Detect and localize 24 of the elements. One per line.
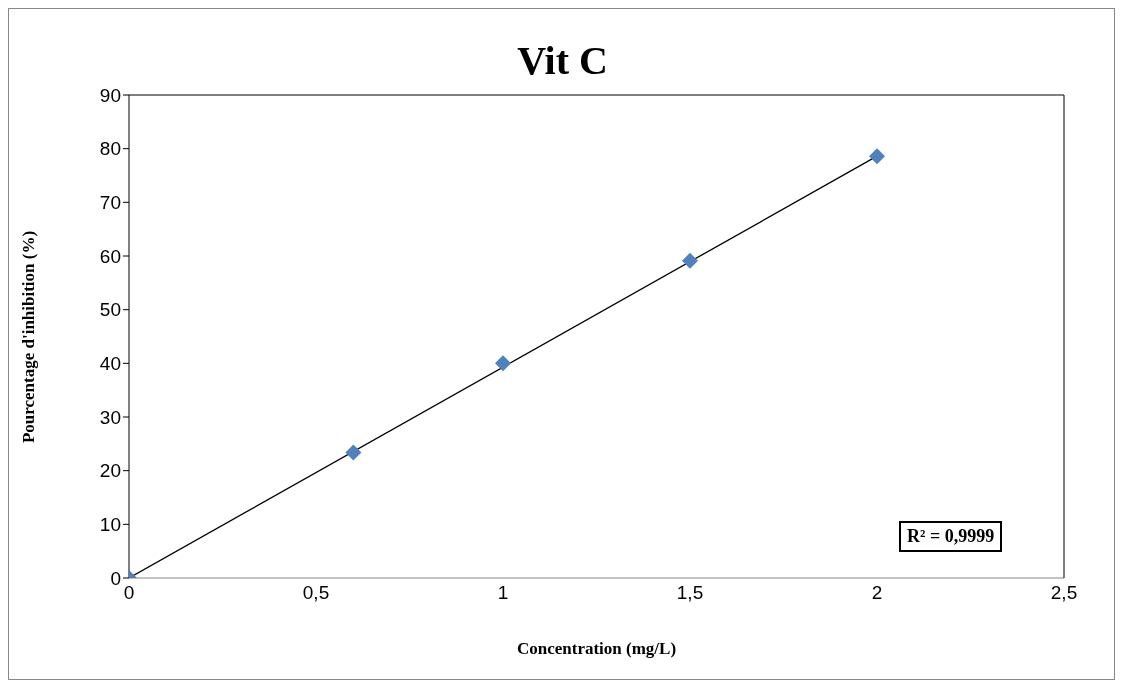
y-tick-label: 20	[99, 460, 121, 482]
point	[495, 355, 511, 372]
x-tick-label: 0	[123, 582, 135, 604]
x-tick-label: 2,5	[1050, 582, 1078, 604]
y-tick-label: 90	[99, 84, 121, 106]
x-tick-label: 2	[871, 582, 883, 604]
label-box: R² = 0,9999	[899, 521, 1003, 552]
y-tick-label: 80	[99, 138, 121, 160]
point	[682, 252, 698, 269]
y-tick-label: 70	[99, 192, 121, 214]
x-axis-title: Concentration (mg/L)	[515, 639, 678, 659]
y-axis-title: Pourcentage d'inhibition (%)	[19, 230, 39, 444]
x-tick-label: 0,5	[302, 582, 330, 604]
chart-title: Vit C	[516, 38, 609, 83]
y-tick-label: 50	[99, 299, 121, 321]
y-tick-label: 30	[99, 406, 121, 428]
y-tick-label: 40	[99, 353, 121, 375]
y-tick-label: 60	[99, 245, 121, 267]
x-tick-label: 1,5	[676, 582, 704, 604]
y-tick-label: 10	[99, 514, 121, 536]
y-tick-label: 0	[110, 567, 121, 589]
point	[869, 148, 885, 165]
point	[345, 444, 362, 461]
x-tick-label: 1	[497, 582, 509, 604]
